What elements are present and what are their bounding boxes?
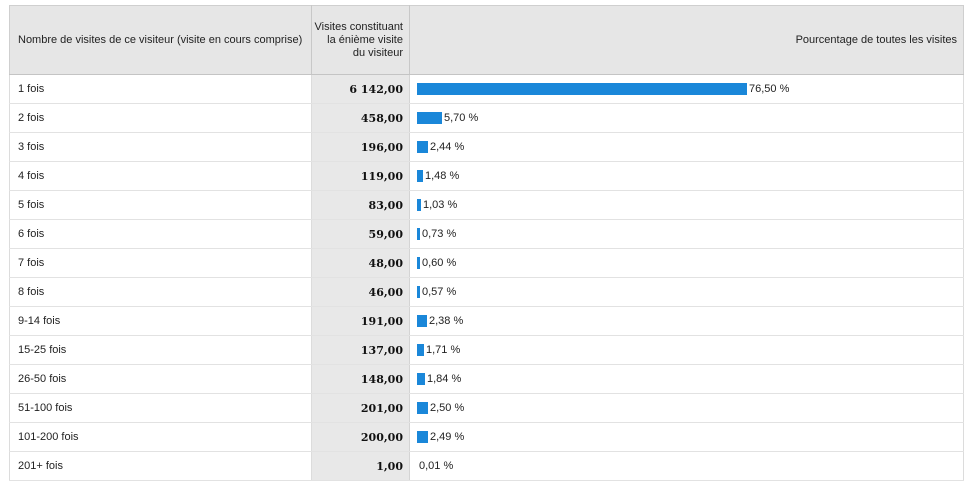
table-row[interactable]: 101-200 fois 200,00 2,49 % [9,422,964,452]
table-row[interactable]: 15-25 fois 137,00 1,71 % [9,335,964,365]
row-visits-value: 191,00 [311,306,410,336]
row-percentage-cell: 0,57 % [409,277,964,307]
percentage-bar [417,83,747,96]
percentage-bar [417,402,428,415]
percentage-bar [417,315,427,328]
row-label: 15-25 fois [9,335,312,365]
row-label: 9-14 fois [9,306,312,336]
column-header-percentage[interactable]: Pourcentage de toutes les visites [409,5,964,75]
table-row[interactable]: 5 fois 83,00 1,03 % [9,190,964,220]
row-label: 3 fois [9,132,312,162]
table-row[interactable]: 201+ fois 1,00 0,01 % [9,451,964,481]
percentage-text: 1,71 % [426,344,461,357]
row-visits-value: 200,00 [311,422,410,452]
percentage-text: 1,48 % [425,170,460,183]
row-label: 2 fois [9,103,312,133]
row-percentage-cell: 5,70 % [409,103,964,133]
row-percentage-cell: 2,50 % [409,393,964,423]
table-row[interactable]: 51-100 fois 201,00 2,50 % [9,393,964,423]
column-header-visit-count[interactable]: Nombre de visites de ce visiteur (visite… [9,5,312,75]
percentage-bar [417,344,424,357]
row-visits-value: 458,00 [311,103,410,133]
table-row[interactable]: 9-14 fois 191,00 2,38 % [9,306,964,336]
row-percentage-cell: 0,60 % [409,248,964,278]
percentage-text: 0,73 % [422,228,457,241]
percentage-bar [417,431,428,444]
row-percentage-cell: 2,49 % [409,422,964,452]
row-label: 201+ fois [9,451,312,481]
table-row[interactable]: 1 fois 6 142,00 76,50 % [9,74,964,104]
table-row[interactable]: 26-50 fois 148,00 1,84 % [9,364,964,394]
row-percentage-cell: 2,44 % [409,132,964,162]
percentage-text: 1,03 % [423,199,458,212]
percentage-bar [417,286,420,299]
table-row[interactable]: 3 fois 196,00 2,44 % [9,132,964,162]
percentage-bar [417,373,425,386]
row-label: 5 fois [9,190,312,220]
percentage-text: 0,60 % [422,257,457,270]
row-percentage-cell: 1,71 % [409,335,964,365]
percentage-text: 2,44 % [430,141,465,154]
table-body: 1 fois 6 142,00 76,50 % 2 fois 458,00 5,70 % 3… [9,74,964,481]
percentage-bar [417,141,428,154]
row-label: 4 fois [9,161,312,191]
row-percentage-cell: 2,38 % [409,306,964,336]
row-visits-value: 148,00 [311,364,410,394]
row-visits-value: 201,00 [311,393,410,423]
row-visits-value: 137,00 [311,335,410,365]
percentage-bar [417,199,421,212]
row-percentage-cell: 1,84 % [409,364,964,394]
percentage-text: 76,50 % [749,83,790,96]
row-label: 51-100 fois [9,393,312,423]
percentage-text: 0,57 % [422,286,457,299]
row-visits-value: 83,00 [311,190,410,220]
table-header-row: Nombre de visites de ce visiteur (visite… [9,5,964,75]
row-label: 1 fois [9,74,312,104]
percentage-text: 1,84 % [427,373,462,386]
percentage-bar [417,228,420,241]
row-visits-value: 1,00 [311,451,410,481]
row-label: 101-200 fois [9,422,312,452]
percentage-bar [417,170,423,183]
column-header-visits[interactable]: Visites constituant la énième visite du … [311,5,410,75]
row-percentage-cell: 0,73 % [409,219,964,249]
row-visits-value: 196,00 [311,132,410,162]
row-visits-value: 46,00 [311,277,410,307]
percentage-bar [417,112,442,125]
percentage-text: 0,01 % [419,460,454,473]
table-row[interactable]: 7 fois 48,00 0,60 % [9,248,964,278]
table-row[interactable]: 8 fois 46,00 0,57 % [9,277,964,307]
percentage-text: 2,49 % [430,431,465,444]
row-visits-value: 48,00 [311,248,410,278]
table-row[interactable]: 6 fois 59,00 0,73 % [9,219,964,249]
percentage-bar [417,257,420,270]
percentage-text: 2,38 % [429,315,464,328]
row-visits-value: 119,00 [311,161,410,191]
table-row[interactable]: 4 fois 119,00 1,48 % [9,161,964,191]
row-label: 6 fois [9,219,312,249]
row-label: 7 fois [9,248,312,278]
percentage-text: 5,70 % [444,112,479,125]
percentage-text: 2,50 % [430,402,465,415]
row-label: 26-50 fois [9,364,312,394]
row-percentage-cell: 76,50 % [409,74,964,104]
row-visits-value: 59,00 [311,219,410,249]
row-percentage-cell: 1,03 % [409,190,964,220]
row-label: 8 fois [9,277,312,307]
visits-table: Nombre de visites de ce visiteur (visite… [9,5,964,481]
row-percentage-cell: 0,01 % [409,451,964,481]
table-row[interactable]: 2 fois 458,00 5,70 % [9,103,964,133]
row-visits-value: 6 142,00 [311,74,410,104]
row-percentage-cell: 1,48 % [409,161,964,191]
